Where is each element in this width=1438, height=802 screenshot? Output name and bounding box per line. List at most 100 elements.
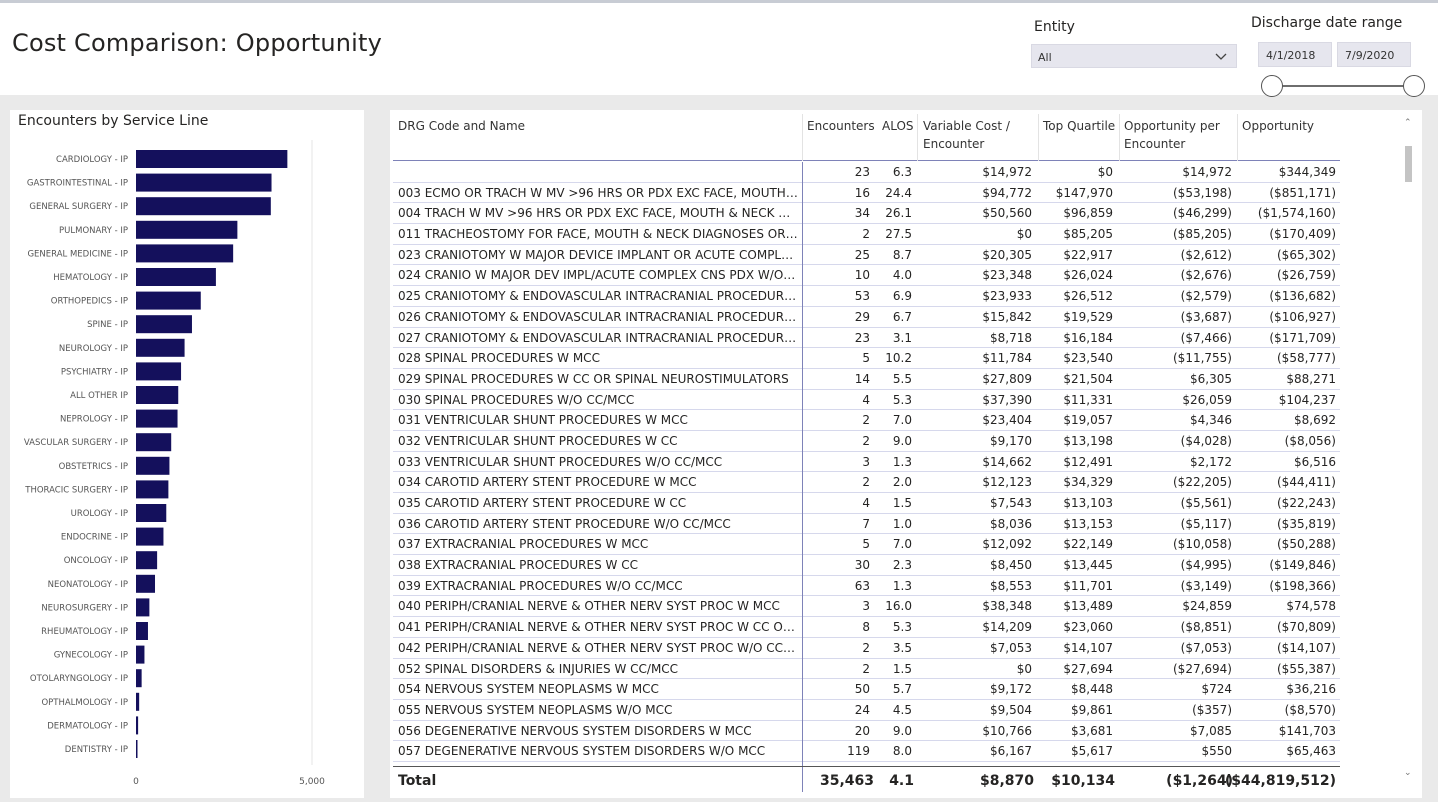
bar[interactable] (136, 362, 182, 381)
scroll-down-icon[interactable]: ⌄ (1404, 768, 1412, 778)
slider-start-handle[interactable] (1261, 75, 1283, 97)
col-alos[interactable]: ALOS (882, 119, 914, 133)
table-row[interactable]: 033 VENTRICULAR SHUNT PROCEDURES W/O CC/… (393, 452, 1340, 473)
bar[interactable] (136, 740, 138, 758)
table-row[interactable]: 011 TRACHEOSTOMY FOR FACE, MOUTH & NECK … (393, 224, 1340, 245)
cell-opportunity: ($44,411) (1277, 475, 1336, 490)
entity-dropdown[interactable]: All (1031, 44, 1237, 68)
col-top-quartile[interactable]: Top Quartile (1043, 119, 1116, 133)
table-row[interactable]: 028 SPINAL PROCEDURES W MCC 5 10.2 $11,784 $… (393, 348, 1340, 369)
slider-end-handle[interactable] (1403, 75, 1425, 97)
table-row[interactable]: 037 EXTRACRANIAL PROCEDURES W MCC 5 7.0 $12… (393, 534, 1340, 556)
cell-top-quartile: $21,504 (1063, 371, 1113, 386)
bar[interactable] (136, 433, 172, 452)
table-row[interactable]: 034 CAROTID ARTERY STENT PROCEDURE W MCC… (393, 472, 1340, 493)
table-scrollbar[interactable]: ⌃ ⌄ (1402, 118, 1414, 778)
col-opp-per-encounter[interactable]: Opportunity per Encounter (1124, 119, 1220, 151)
table-row[interactable]: 024 CRANIO W MAJOR DEV IMPL/ACUTE COMPLE… (393, 265, 1340, 287)
bar[interactable] (136, 504, 167, 522)
category-label: GYNECOLOGY - IP (54, 651, 128, 661)
scroll-up-icon[interactable]: ⌃ (1404, 118, 1412, 128)
table-row[interactable]: 039 EXTRACRANIAL PROCEDURES W/O CC/MCC 63… (393, 576, 1340, 597)
cell-top-quartile: $8,448 (1071, 682, 1113, 697)
col-opportunity[interactable]: Opportunity (1242, 119, 1315, 133)
scroll-thumb[interactable] (1405, 146, 1412, 182)
col-variable-cost[interactable]: Variable Cost / Encounter (923, 119, 1010, 151)
cell-opportunity: ($22,243) (1277, 496, 1336, 510)
date-end-input[interactable]: 7/9/2020 (1337, 42, 1411, 67)
bar[interactable] (136, 244, 234, 263)
cell-drg-name: 057 DEGENERATIVE NERVOUS SYSTEM DISORDER… (398, 744, 766, 759)
category-label: THORACIC SURGERY - IP (24, 485, 128, 495)
table-row[interactable]: 035 CAROTID ARTERY STENT PROCEDURE W CC 4… (393, 493, 1340, 514)
cell-variable-cost: $50,560 (982, 206, 1032, 221)
cell-opportunity: ($170,409) (1269, 227, 1336, 242)
table-row[interactable]: 054 NERVOUS SYSTEM NEOPLASMS W MCC 50 5.7 $… (393, 679, 1340, 700)
bar[interactable] (136, 480, 169, 499)
cell-opp-per-encounter: ($2,579) (1180, 289, 1232, 304)
table-row[interactable]: 057 DEGENERATIVE NERVOUS SYSTEM DISORDER… (393, 741, 1340, 762)
bar[interactable] (136, 645, 145, 664)
cell-drg-name: 004 TRACH W MV >96 HRS OR PDX EXC FACE, … (398, 206, 798, 221)
bar[interactable] (136, 220, 238, 239)
col-encounters[interactable]: Encounters (807, 119, 875, 133)
cell-drg-name: 003 ECMO OR TRACH W MV >96 HRS OR PDX EX… (398, 185, 798, 200)
table-row[interactable]: 025 CRANIOTOMY & ENDOVASCULAR INTRACRANI… (393, 286, 1340, 307)
cell-variable-cost: $94,772 (982, 185, 1032, 200)
bar[interactable] (136, 386, 179, 404)
bar[interactable] (136, 409, 178, 428)
table-row[interactable]: 004 TRACH W MV >96 HRS OR PDX EXC FACE, … (393, 203, 1340, 225)
table-row[interactable]: 026 CRANIOTOMY & ENDOVASCULAR INTRACRANI… (393, 307, 1340, 328)
cell-opportunity: ($14,107) (1277, 640, 1336, 655)
bar[interactable] (136, 574, 156, 593)
bar[interactable] (136, 456, 170, 475)
bar[interactable] (136, 716, 139, 735)
cell-drg-name: 036 CAROTID ARTERY STENT PROCEDURE W/O C… (398, 516, 731, 531)
cell-top-quartile: $27,694 (1063, 661, 1113, 676)
bar[interactable] (136, 551, 158, 570)
table-row[interactable]: 055 NERVOUS SYSTEM NEOPLASMS W/O MCC 24 4.… (393, 700, 1340, 721)
table-row[interactable]: 030 SPINAL PROCEDURES W/O CC/MCC 4 5.3 $37,… (393, 390, 1340, 411)
table-row[interactable]: 052 SPINAL DISORDERS & INJURIES W CC/MCC… (393, 659, 1340, 680)
bar[interactable] (136, 669, 142, 688)
table-row[interactable]: 032 VENTRICULAR SHUNT PROCEDURES W CC 2 9.… (393, 431, 1340, 452)
date-range-label: Discharge date range (1251, 15, 1403, 31)
table-row[interactable]: 003 ECMO OR TRACH W MV >96 HRS OR PDX EX… (393, 183, 1340, 204)
cell-alos: 27.5 (885, 227, 912, 242)
bar[interactable] (136, 268, 216, 286)
table-row[interactable]: 023 CRANIOTOMY W MAJOR DEVICE IMPLANT OR… (393, 245, 1340, 266)
bar[interactable] (136, 315, 192, 334)
cell-opp-per-encounter: ($2,676) (1180, 268, 1232, 283)
cell-variable-cost: $11,784 (982, 351, 1032, 366)
table-row[interactable]: 056 DEGENERATIVE NERVOUS SYSTEM DISORDER… (393, 721, 1340, 742)
cell-alos: 4.5 (892, 702, 912, 717)
bar[interactable] (136, 622, 148, 640)
bar[interactable] (136, 338, 185, 357)
col-drg-name[interactable]: DRG Code and Name (398, 119, 526, 133)
bar[interactable] (136, 173, 272, 192)
cell-opp-per-encounter: ($85,205) (1173, 227, 1232, 242)
table-row[interactable]: 23 6.3 $14,972 $0 $14,972 $344,349 (393, 162, 1340, 183)
bar[interactable] (136, 527, 164, 546)
bar[interactable] (136, 692, 140, 711)
cell-top-quartile: $23,060 (1063, 620, 1113, 635)
table-row[interactable]: 027 CRANIOTOMY & ENDOVASCULAR INTRACRANI… (393, 328, 1340, 349)
bar[interactable] (136, 197, 271, 216)
cell-opp-per-encounter: $26,059 (1182, 392, 1232, 407)
table-row[interactable]: 031 VENTRICULAR SHUNT PROCEDURES W MCC 2 7… (393, 410, 1340, 431)
cell-opportunity: ($58,777) (1277, 351, 1336, 366)
cell-variable-cost: $23,404 (982, 413, 1032, 428)
col-separator (802, 114, 803, 161)
table-row[interactable]: 041 PERIPH/CRANIAL NERVE & OTHER NERV SY… (393, 617, 1340, 638)
date-start-input[interactable]: 4/1/2018 (1258, 42, 1332, 67)
table-row[interactable]: 036 CAROTID ARTERY STENT PROCEDURE W/O C… (393, 514, 1340, 535)
table-row[interactable]: 029 SPINAL PROCEDURES W CC OR SPINAL NEU… (393, 369, 1340, 390)
table-row[interactable]: 038 EXTRACRANIAL PROCEDURES W CC 30 2.3 $8,… (393, 555, 1340, 576)
bar[interactable] (136, 150, 288, 168)
cell-opp-per-encounter: ($5,117) (1180, 516, 1232, 531)
bar[interactable] (136, 598, 150, 617)
table-row[interactable]: 040 PERIPH/CRANIAL NERVE & OTHER NERV SY… (393, 596, 1340, 618)
table-row[interactable]: 042 PERIPH/CRANIAL NERVE & OTHER NERV SY… (393, 638, 1340, 659)
cell-variable-cost: $12,123 (982, 475, 1032, 490)
bar[interactable] (136, 291, 201, 310)
